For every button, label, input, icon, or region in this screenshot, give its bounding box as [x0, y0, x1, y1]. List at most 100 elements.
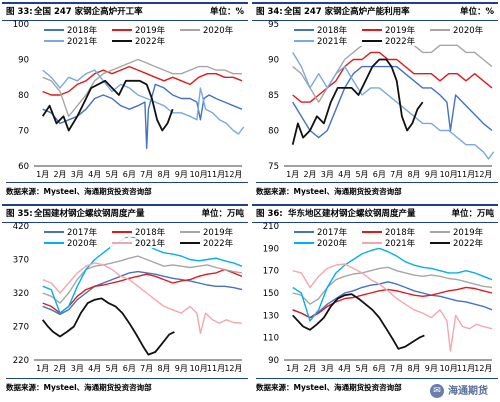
x-tick-label: 5月 [355, 170, 368, 179]
x-tick-label: 12月 [474, 364, 492, 373]
series-line-2020年 [292, 247, 493, 322]
source-note: 数据来源：Mysteel、海通期货投资咨询部 [256, 378, 498, 393]
chart-panel-34: 图 34: 全国 247 家钢企高炉产能利用率 单位：% 75 80 85 90 95 1… [252, 0, 498, 201]
chart-panel-35: 图 35: 全国建材钢企螺纹钢周度产量 单位：万吨 220 270 320 370 42… [2, 202, 248, 402]
x-tick-label: 4月 [88, 170, 101, 179]
x-tick-label: 2月 [303, 364, 316, 373]
series-line-2017年 [292, 281, 493, 319]
legend-bg [428, 238, 486, 248]
x-tick-label: 12月 [224, 364, 242, 373]
legend-label: 2020年 [453, 25, 484, 36]
x-tick-label: 3月 [71, 364, 84, 373]
x-tick-label: 8月 [157, 364, 170, 373]
x-tick-label: 11月 [207, 170, 225, 179]
legend-label: 2020年 [67, 238, 98, 249]
x-tick-label: 1月 [286, 364, 299, 373]
legend-bg [360, 238, 418, 248]
chart-panel-33: 图 33: 全国 247 家钢企高炉开工率 单位：% 60 70 80 90 100 1月… [2, 0, 248, 201]
x-tick-label: 10月 [440, 364, 458, 373]
x-tick-label: 7月 [140, 364, 153, 373]
chart-unit: 单位：% [209, 7, 244, 17]
x-tick-label: 9月 [175, 170, 188, 179]
x-tick-label: 4月 [338, 364, 351, 373]
x-tick-label: 10月 [190, 170, 208, 179]
chart-title: 全国 247 家钢企高炉开工率 [34, 7, 143, 17]
x-tick-label: 12月 [224, 170, 242, 179]
series-line-2022年 [292, 293, 425, 350]
y-tick-label: 170 [263, 267, 279, 277]
legend-bg [292, 36, 350, 46]
legend-label: 2019年 [385, 25, 416, 36]
y-tick-label: 90 [18, 56, 29, 66]
figure-number: 图 34: [256, 7, 283, 17]
x-tick-label: 1月 [36, 170, 49, 179]
legend-bg [428, 25, 486, 35]
x-tick-label: 11月 [457, 170, 475, 179]
x-tick-label: 3月 [71, 170, 84, 179]
x-tick-label: 6月 [373, 364, 386, 373]
x-tick-label: 6月 [123, 364, 136, 373]
x-tick-label: 2月 [53, 170, 66, 179]
chart-titlebar: 图 33: 全国 247 家钢企高炉开工率 单位：% [2, 2, 248, 21]
legend-label: 2022年 [385, 36, 416, 47]
figure-number: 图 35: [6, 209, 33, 219]
legend-label: 2018年 [67, 25, 98, 36]
x-tick-label: 2月 [53, 364, 66, 373]
line-chart-34: 75 80 85 90 95 1月 2月 3月 4月 5月 6月 7月 8月 9月 10月 11月 12月 201… [268, 20, 495, 179]
line-chart-33: 60 70 80 90 100 1月 2月 3月 4月 5月 6月 7月 8月 9月 10月 11月 12月 20… [13, 20, 245, 179]
x-tick-label: 8月 [157, 170, 170, 179]
y-tick-label: 150 [263, 289, 279, 299]
legend-label: 2018年 [135, 227, 166, 238]
x-tick-label: 12月 [474, 170, 492, 179]
legend-label: 2017年 [67, 227, 98, 238]
legend-label: 2019年 [135, 25, 166, 36]
line-chart-35: 220 270 320 370 420 1月 2月 3月 4月 5月 6月 7月 8月 9月 10月 11月 1… [13, 222, 243, 373]
y-tick-label: 370 [13, 256, 29, 266]
x-tick-label: 3月 [321, 170, 334, 179]
legend-bg [360, 36, 418, 46]
y-tick-label: 80 [268, 127, 279, 137]
x-tick-label: 8月 [407, 364, 420, 373]
legend-bg [178, 238, 236, 248]
y-tick-label: 220 [13, 356, 29, 366]
legend-label: 2021年 [385, 238, 416, 249]
watermark-text: 海通期货 [448, 386, 488, 397]
legend-bg [292, 227, 350, 237]
series-line-2018年 [292, 286, 493, 319]
y-tick-label: 110 [263, 334, 279, 344]
series-line-2018年 [42, 268, 243, 314]
x-tick-label: 3月 [321, 364, 334, 373]
chart-panel-36: 图 36: 华东地区建材钢企螺纹钢周度产量 单位：万吨 90 110 130 150 1… [252, 202, 498, 402]
x-tick-label: 10月 [190, 364, 208, 373]
legend-label: 2021年 [67, 36, 98, 47]
y-tick-label: 420 [13, 222, 29, 232]
legend-bg [42, 238, 100, 248]
legend-label: 2021年 [135, 238, 166, 249]
y-tick-label: 85 [268, 91, 279, 101]
legend-bg [428, 227, 486, 237]
x-tick-label: 4月 [88, 364, 101, 373]
legend-label: 2021年 [317, 36, 348, 47]
series-line-2021年 [292, 263, 493, 352]
y-tick-label: 130 [263, 311, 279, 321]
x-tick-label: 2月 [303, 170, 316, 179]
y-tick-label: 210 [263, 222, 279, 232]
figure-number: 图 33: [6, 7, 33, 17]
x-tick-label: 5月 [105, 170, 118, 179]
source-note: 数据来源：Mysteel、海通期货投资咨询部 [256, 182, 498, 197]
x-tick-label: 10月 [440, 170, 458, 179]
legend-label: 2019年 [453, 227, 484, 238]
source-note: 数据来源：Mysteel、海通期货投资咨询部 [6, 182, 248, 197]
y-tick-label: 70 [18, 127, 29, 137]
legend-bg [360, 25, 418, 35]
legend-label: 2018年 [385, 227, 416, 238]
series-line-2017年 [42, 270, 243, 316]
y-tick-label: 270 [13, 323, 29, 333]
series-line-2018年 [292, 65, 493, 139]
x-tick-label: 9月 [425, 170, 438, 179]
figure-number: 图 36: [256, 209, 283, 219]
legend-label: 2022年 [135, 36, 166, 47]
legend-label: 2020年 [317, 238, 348, 249]
x-tick-label: 6月 [373, 170, 386, 179]
chart-title: 全国建材钢企螺纹钢周度产量 [34, 209, 145, 219]
